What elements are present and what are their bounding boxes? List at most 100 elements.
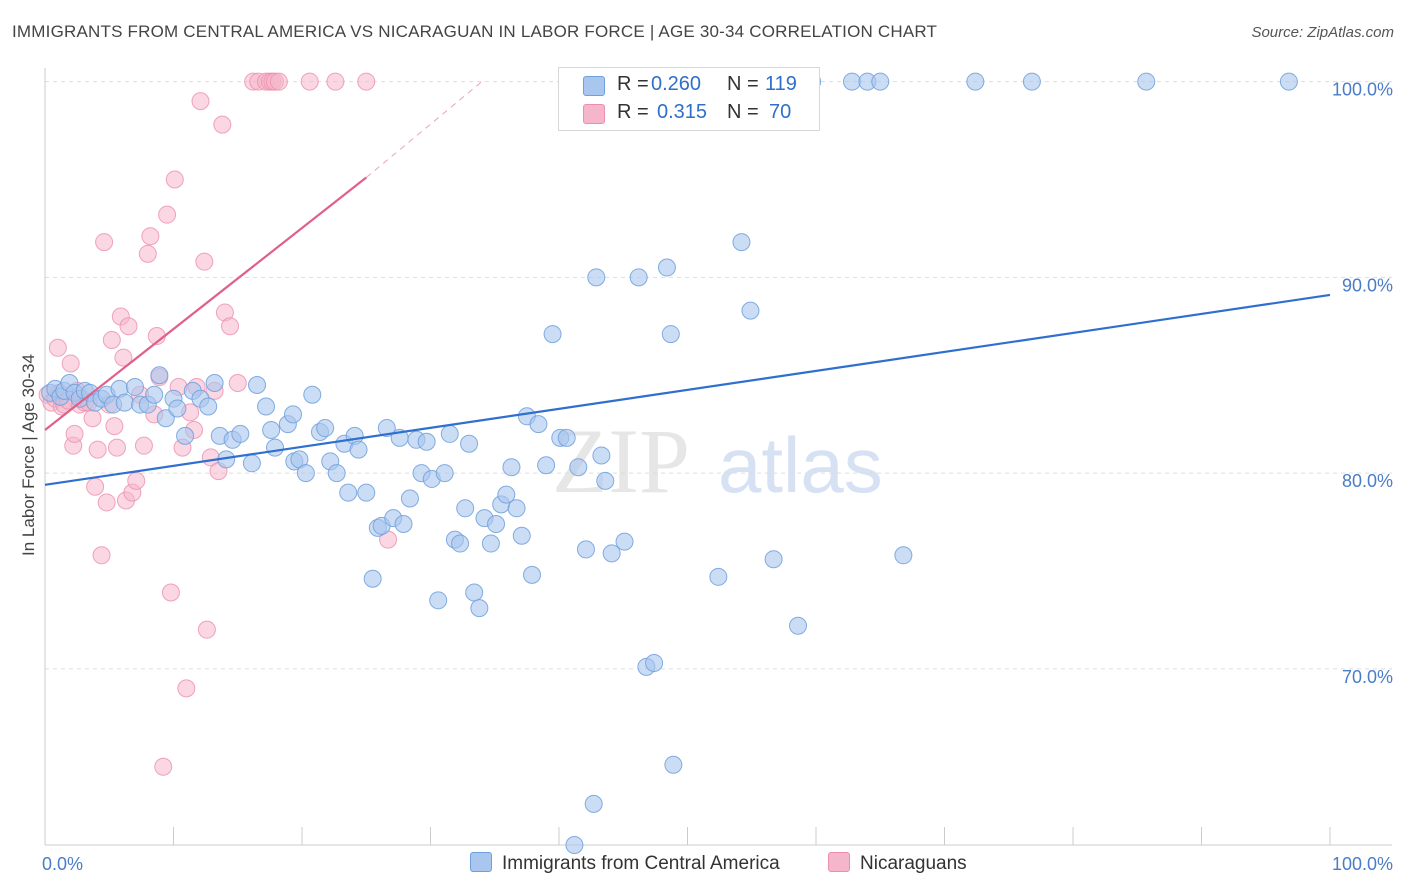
bottom-legend-swatch-blue [470,852,492,872]
nicaraguans-point [138,244,157,263]
axes [44,68,1392,846]
nicaraguans-point [154,757,173,776]
nicaraguans-point [61,354,80,373]
central-america-point [576,540,595,559]
central-america-point [512,526,531,545]
central-america-point [417,432,436,451]
central-america-point [199,397,218,416]
central-america-point [456,499,475,518]
central-america-point [507,499,526,518]
central-america-point [266,438,285,457]
central-america-trend-line [44,293,1331,486]
central-america-point [966,72,985,91]
central-america-point [115,393,134,412]
central-america-point [842,72,861,91]
nicaraguans-point [195,252,214,271]
central-america-point [789,616,808,635]
x-tick-label: 100.0% [1332,854,1393,874]
central-america-point [565,836,584,854]
central-america-point [339,483,358,502]
central-america-point [657,258,676,277]
bottom-legend-label: Nicaraguans [860,853,967,874]
x-tick-label: 0.0% [42,854,83,874]
central-america-point [592,446,611,465]
central-america-point [487,514,506,533]
central-america-point [871,72,890,91]
central-america-point [156,409,175,428]
central-america-point [497,485,516,504]
nicaraguans-point [326,72,345,91]
central-america-point [741,301,760,320]
central-america-point [125,377,144,396]
central-america-point [349,440,368,459]
central-america-point [569,458,588,477]
central-america-point [1137,72,1156,91]
y-axis-label: In Labor Force | Age 30-34 [19,354,38,556]
central-america-point [529,415,548,434]
central-america-point [377,419,396,438]
nicaraguans-point [213,115,232,134]
central-america-point [629,268,648,287]
nicaraguans-trend-extension [365,81,483,178]
central-america-point [481,534,500,553]
central-america-point [257,397,276,416]
bottom-legend-label: Immigrants from Central America [502,853,780,874]
central-america-point [460,434,479,453]
nicaraguans-point [221,317,240,336]
nicaraguans-point [158,205,177,224]
nicaraguans-point [134,436,153,455]
stats-legend: R = 0.260 N = 119 R = 0.315 N = 70 [558,67,820,131]
y-tick-label: 100.0% [1332,80,1393,100]
central-america-point [303,385,322,404]
central-america-point [1279,72,1298,91]
nicaraguans-point [161,583,180,602]
legend-n-label: N = [727,101,759,123]
nicaraguans-point [300,72,319,91]
central-america-point [645,653,664,672]
nicaraguans-point [119,317,138,336]
nicaraguans-point [88,440,107,459]
tick-labels: 70.0% 80.0% 90.0% 100.0% 0.0% 100.0% [42,80,1393,874]
bottom-legend-central-america: Immigrants from Central America [470,852,780,875]
bottom-legend-nicaraguans: Nicaraguans [828,852,967,875]
source-credit: Source: ZipAtlas.com [1251,24,1394,41]
central-america-point [894,546,913,565]
central-america-point [435,464,454,483]
legend-n-label: N = [727,73,759,95]
central-america-point [587,268,606,287]
nicaraguans-point [357,72,376,91]
bottom-legend-swatch-pink [828,852,850,872]
nicaraguans-point [105,417,124,436]
legend-n-value: 70 [769,101,792,123]
chart-title: IMMIGRANTS FROM CENTRAL AMERICA VS NICAR… [12,22,938,41]
central-america-point [363,569,382,588]
y-tick-label: 70.0% [1342,667,1393,687]
y-tick-label: 80.0% [1342,471,1393,491]
central-america-point [596,471,615,490]
nicaraguans-point [114,348,133,367]
central-america-point [176,426,195,445]
central-america-point [284,405,303,424]
legend-r-value: 0.315 [657,101,708,123]
central-america-point [316,419,335,438]
central-america-points [41,72,1298,854]
y-tick-label: 90.0% [1342,275,1393,295]
central-america-point [400,489,419,508]
nicaraguans-point [228,374,247,393]
nicaraguans-point [86,477,105,496]
nicaraguans-point [65,424,84,443]
central-america-point [661,325,680,344]
nicaraguans-point [127,471,146,490]
central-america-point [357,483,376,502]
nicaraguans-point [269,72,288,91]
nicaraguans-point [197,620,216,639]
legend-r-label: R = [617,101,649,123]
central-america-point [465,583,484,602]
central-america-point [429,591,448,610]
nicaraguans-points [38,72,398,776]
central-america-point [732,233,751,252]
central-america-point [296,464,315,483]
central-america-point [602,544,621,563]
watermark-atlas: atlas [718,421,883,509]
